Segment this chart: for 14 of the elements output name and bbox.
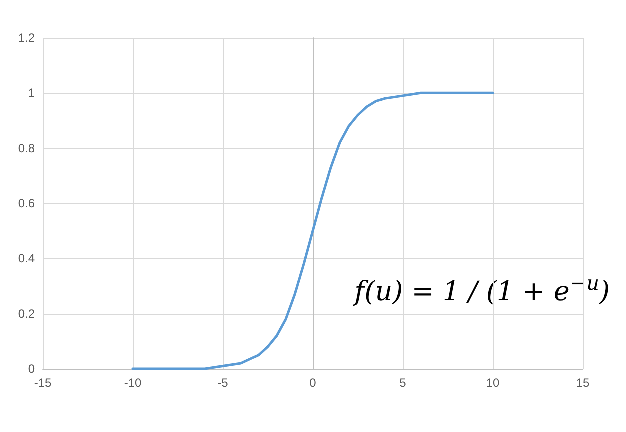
y-tick-label: 0 bbox=[28, 362, 36, 376]
x-tick-label: -10 bbox=[124, 376, 142, 390]
y-tick-label: 0.6 bbox=[18, 196, 36, 210]
x-tick-label: 15 bbox=[576, 376, 590, 390]
x-tick-label: 0 bbox=[310, 376, 317, 390]
y-tick-label: 0.8 bbox=[18, 141, 36, 156]
y-tick-label: 0.4 bbox=[18, 252, 36, 266]
y-tick-label: 1.2 bbox=[18, 31, 36, 45]
x-tick-label: -5 bbox=[218, 376, 229, 390]
y-tick-label: 0.2 bbox=[18, 306, 36, 321]
x-tick-label: 10 bbox=[486, 376, 500, 390]
x-tick-label: 5 bbox=[400, 376, 407, 390]
x-tick-label: -15 bbox=[34, 376, 52, 390]
y-tick-label: 1 bbox=[28, 86, 36, 100]
